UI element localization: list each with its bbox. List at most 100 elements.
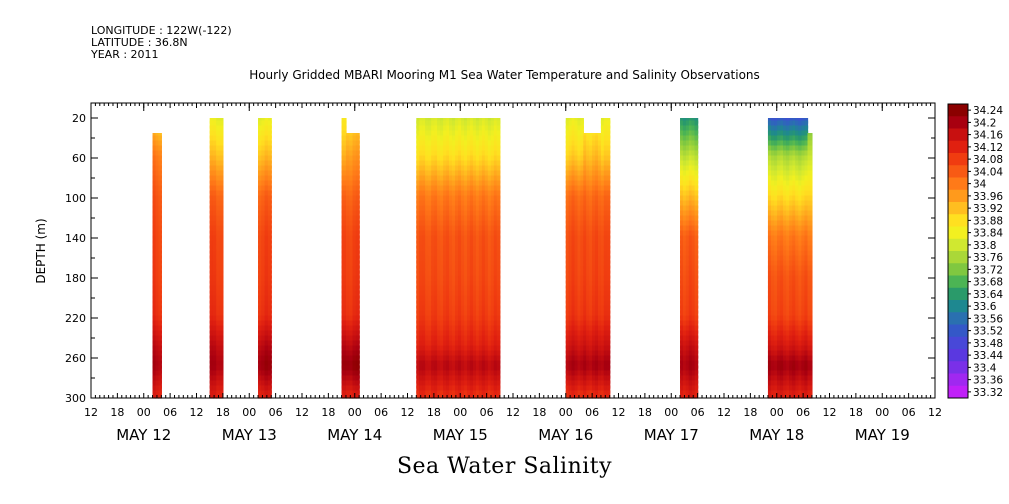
data-cell [685,350,690,359]
data-cell [603,150,608,159]
data-cell [467,225,471,234]
data-cell [583,160,587,169]
data-cell [219,310,224,319]
data-cell [786,385,790,394]
data-cell [804,200,809,209]
data-cell [595,255,599,264]
data-cell [777,175,781,184]
data-cell [443,135,447,144]
colorbar-swatch [948,153,968,166]
data-cell [493,330,498,339]
data-cell [484,310,489,319]
data-cell [789,165,793,174]
data-cell [680,140,684,149]
data-cell [219,150,224,159]
data-cell [496,295,501,304]
data-cell [467,205,471,214]
data-cell [419,245,423,254]
x-tick-label: 00 [559,406,573,419]
data-cell [595,355,599,364]
data-cell [355,275,360,284]
data-cell [603,325,608,334]
data-cell [443,315,447,324]
data-cell [216,250,221,259]
data-cell [449,165,453,174]
data-cell [571,140,576,149]
data-cell [777,365,781,374]
data-cell [341,240,347,249]
data-cell [261,185,266,194]
data-cell [767,265,772,274]
data-cell [586,175,590,184]
data-cell [216,140,221,149]
data-cell [771,195,775,204]
data-cell [783,300,787,309]
data-cell [467,315,471,324]
data-cell [155,140,159,149]
data-cell [455,255,459,264]
data-cell [606,330,611,339]
data-cell [481,370,486,379]
data-cell [152,235,157,244]
data-cell [219,350,224,359]
data-cell [592,330,596,339]
data-cell [795,305,799,314]
data-cell [801,235,806,244]
data-cell [783,200,787,209]
data-cell [437,145,441,154]
data-cell [606,270,611,279]
data-cell [688,200,693,209]
data-cell [469,300,474,309]
data-cell [478,325,483,334]
data-cell [475,160,480,169]
data-cell [786,120,790,129]
data-cell [341,325,347,334]
data-cell [490,170,495,179]
data-cell [490,280,495,289]
data-cell [798,200,803,209]
data-cell [155,145,159,154]
data-cell [804,125,809,134]
data-cell [458,140,462,149]
data-cell [568,280,573,289]
data-cell [786,140,790,149]
data-cell [774,220,778,229]
data-cell [783,320,787,329]
data-cell [595,145,599,154]
data-cell [461,125,465,134]
data-cell [595,165,599,174]
data-cell [580,155,584,164]
data-cell [580,325,584,334]
data-cell [780,370,784,379]
data-cell [434,390,438,399]
data-cell [261,140,266,149]
data-cell [219,235,224,244]
data-cell [434,285,438,294]
data-cell [767,335,772,344]
data-cell [786,315,790,324]
data-cell [452,160,456,169]
data-cell [216,200,221,209]
data-cell [583,265,587,274]
data-cell [419,340,423,349]
data-cell [777,160,781,169]
data-cell [422,325,426,334]
data-cell [682,330,687,339]
data-cell [212,215,217,224]
data-cell [565,340,570,349]
x-tick-label: 06 [163,406,177,419]
data-cell [580,170,584,179]
data-cell [464,315,468,324]
data-cell [478,275,483,284]
data-cell [795,130,799,139]
data-cell [496,220,501,229]
data-cell [691,300,696,309]
data-cell [597,150,602,159]
data-cell [443,360,447,369]
data-cell [774,250,778,259]
data-cell [158,200,162,209]
data-cell [571,130,576,139]
data-cell [431,305,435,314]
data-cell [261,150,266,159]
data-cell [565,125,570,134]
